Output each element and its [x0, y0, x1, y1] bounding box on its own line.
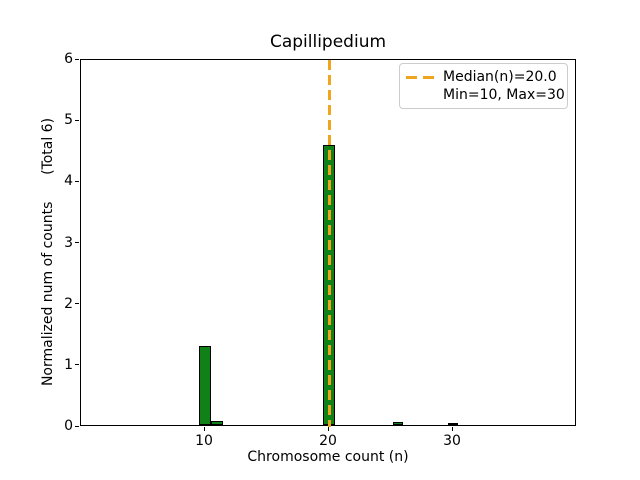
legend-entry-median: Median(n)=20.0	[406, 69, 559, 85]
x-tick-label: 20	[319, 433, 337, 449]
legend-label-median: Median(n)=20.0	[443, 69, 557, 85]
orange-dashed-line-icon	[406, 75, 434, 79]
histogram-bar	[393, 421, 404, 425]
median-line	[327, 60, 331, 427]
y-tick	[75, 242, 79, 243]
y-tick	[75, 303, 79, 305]
plot-area: Median(n)=20.0 Min=10, Max=30	[80, 59, 576, 427]
y-tick	[75, 180, 79, 182]
legend-label-minmax: Min=10, Max=30	[443, 87, 565, 103]
y-tick-label: 4	[64, 173, 73, 190]
y-tick-label: 2	[64, 295, 73, 312]
x-tick	[327, 427, 329, 431]
y-tick-label: 3	[64, 234, 73, 251]
x-tick-label: 10	[195, 433, 213, 449]
y-tick	[75, 58, 79, 60]
histogram-bar	[211, 420, 224, 425]
x-tick	[203, 427, 205, 431]
histogram-bar	[198, 346, 211, 425]
histogram-bar	[448, 422, 458, 425]
x-tick	[451, 427, 453, 431]
y-tick-label: 1	[64, 356, 73, 373]
y-tick	[75, 119, 79, 121]
y-tick	[75, 425, 79, 427]
legend: Median(n)=20.0 Min=10, Max=30	[399, 63, 568, 109]
y-tick-label: 5	[64, 112, 73, 129]
x-axis-label: Chromosome count (n)	[247, 449, 409, 465]
y-tick-label: 0	[64, 418, 73, 434]
x-tick-label: 30	[443, 433, 461, 449]
chart-title: Capillipedium	[269, 32, 387, 52]
y-tick-label: 6	[64, 51, 73, 67]
legend-entry-minmax: Min=10, Max=30	[406, 87, 565, 103]
y-tick	[75, 364, 79, 366]
